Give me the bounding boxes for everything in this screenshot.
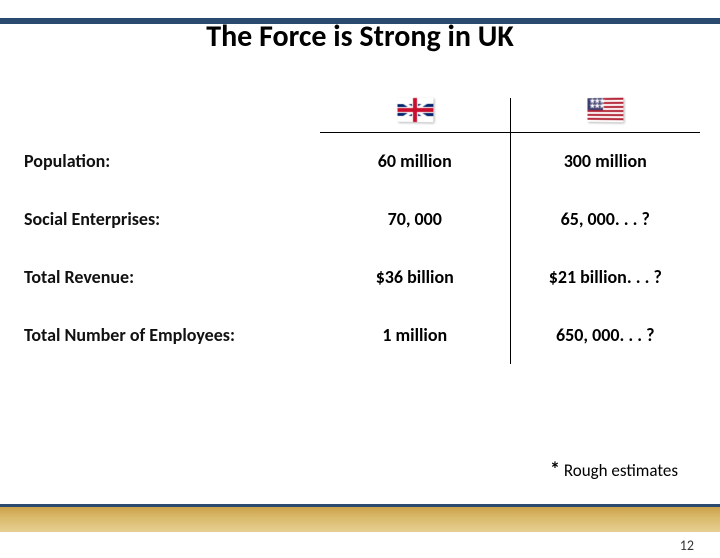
bottom-decorative-band [0,504,720,532]
accent-top-bar [0,18,720,24]
flag-header-row [20,98,700,131]
table-row: Population: 60 million 300 million [20,132,700,190]
us-value: 65, 000. . . ? [510,190,700,248]
footnote: * Rough estimates [550,458,678,482]
footnote-text: Rough estimates [560,460,678,481]
row-label: Social Enterprises: [20,190,320,248]
comparison-table-wrapper: Population: 60 million 300 million Socia… [20,98,700,364]
comparison-table: Population: 60 million 300 million Socia… [20,98,700,364]
us-value: $21 billion. . . ? [510,248,700,306]
table-row: Social Enterprises: 70, 000 65, 000. . .… [20,190,700,248]
us-value: 650, 000. . . ? [510,306,700,364]
uk-value: $36 billion [320,248,510,306]
table-row: Total Revenue: $36 billion $21 billion. … [20,248,700,306]
uk-flag-icon [397,98,433,123]
uk-value: 60 million [320,132,510,190]
uk-value: 1 million [320,306,510,364]
row-label: Total Number of Employees: [20,306,320,364]
row-label: Total Revenue: [20,248,320,306]
row-label: Population: [20,132,320,190]
footnote-marker: * [550,458,560,482]
us-flag-icon [588,98,624,123]
us-value: 300 million [510,132,700,190]
uk-value: 70, 000 [320,190,510,248]
table-row: Total Number of Employees: 1 million 650… [20,306,700,364]
